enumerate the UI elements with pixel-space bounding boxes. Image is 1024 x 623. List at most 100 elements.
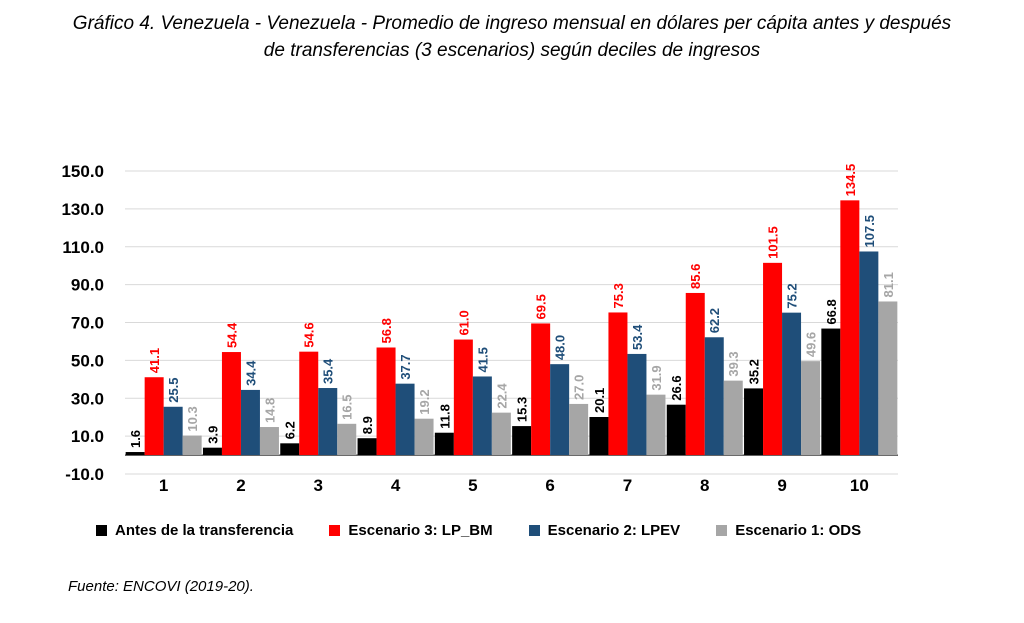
data-label-esc1-1: 10.3 [185,406,200,431]
bar-esc1-10 [878,301,898,456]
bar-esc1-2 [259,427,279,456]
data-label-esc1-6: 27.0 [572,375,587,400]
data-label-esc2-1: 25.5 [166,377,181,402]
bar-antes-2 [202,447,222,456]
legend-swatch-antes [96,525,107,536]
data-label-esc3-10: 134.5 [843,164,858,197]
chart-title: Gráfico 4. Venezuela - Venezuela - Prome… [0,10,1024,64]
y-tick-label-6: 110.0 [62,238,104,257]
legend-label-esc1: Escenario 1: ODS [735,522,862,539]
y-tick-label-1: 10.0 [71,427,104,446]
data-label-esc3-1: 41.1 [147,348,162,373]
y-tick-label-4: 70.0 [71,314,104,333]
data-label-esc1-5: 22.4 [494,383,509,409]
chart-title-line1: Gráfico 4. Venezuela - Venezuela - Prome… [72,13,952,34]
bar-esc2-5 [472,376,492,456]
legend-swatch-esc3 [329,525,341,536]
x-tick-label-3: 3 [314,476,323,495]
data-label-antes-3: 6.2 [283,421,298,439]
data-label-esc2-7: 53.4 [630,324,645,350]
legend-item-esc1: Escenario 1: ODS [716,522,861,539]
bar-esc1-1 [182,435,202,456]
bar-esc3-7 [608,312,628,456]
x-tick-label-9: 9 [777,476,786,495]
bar-esc3-9 [763,262,783,456]
data-label-antes-5: 11.8 [437,404,452,429]
data-label-esc1-10: 81.1 [881,272,896,297]
y-tick-label-2: 30.0 [71,389,104,408]
bar-esc2-10 [859,251,879,456]
bar-esc1-5 [491,412,511,456]
bar-chart: -10.0 10.0 30.0 50.0 70.0 90.0 110.0 130.0 150.0… [61,162,898,495]
bar-antes-9 [744,388,764,456]
bar-antes-4 [357,438,377,456]
x-tick-label-5: 5 [468,476,477,495]
legend-label-esc2: Escenario 2: LPEV [547,522,681,539]
legend-item-esc3: Escenario 3: LP_BM [329,522,493,539]
legend-swatch-esc2 [528,525,540,536]
bar-antes-10 [821,328,841,456]
data-label-esc2-9: 75.2 [785,283,800,308]
data-label-esc3-3: 54.6 [302,322,317,347]
data-label-antes-9: 35.2 [747,359,762,384]
data-label-esc1-9: 49.6 [804,332,819,357]
bar-esc2-8 [704,337,724,456]
chart-legend: Antes de la transferencia Escenario 3: LP… [96,522,861,539]
x-tick-label-2: 2 [236,476,245,495]
bar-esc1-8 [723,380,743,456]
bar-esc3-6 [531,323,551,456]
data-label-esc3-2: 54.4 [224,322,239,348]
bar-antes-5 [434,432,454,456]
bar-esc2-2 [240,389,260,456]
y-tick-label-5: 90.0 [71,276,104,295]
data-label-esc2-3: 35.4 [321,358,336,384]
bar-esc3-4 [376,347,396,456]
x-tick-label-7: 7 [623,476,632,495]
bar-esc2-4 [395,383,415,456]
data-label-esc1-7: 31.9 [649,365,664,390]
data-label-antes-8: 26.6 [669,375,684,400]
bar-esc1-9 [801,361,821,456]
bar-esc1-3 [337,423,357,456]
bar-esc3-1 [144,377,164,456]
bar-esc1-4 [414,418,434,456]
data-label-esc1-4: 19.2 [417,389,432,414]
bar-esc2-3 [318,388,338,456]
data-label-esc1-2: 14.8 [262,398,277,423]
x-tick-label-4: 4 [391,476,401,495]
bar-esc3-2 [221,352,241,456]
bar-antes-8 [666,404,686,456]
bar-esc2-6 [550,364,570,456]
data-label-antes-4: 8.9 [360,416,375,434]
bar-antes-7 [589,416,609,456]
data-label-esc2-10: 107.5 [862,215,877,248]
bar-antes-1 [125,452,145,456]
data-label-esc2-5: 41.5 [475,347,490,372]
data-label-antes-7: 20.1 [592,388,607,413]
legend-label-antes: Antes de la transferencia [115,522,294,539]
bar-esc3-8 [685,292,705,456]
legend-swatch-esc1 [716,525,728,536]
y-tick-label-3: 50.0 [71,351,104,370]
data-label-antes-10: 66.8 [824,299,839,324]
data-label-esc3-6: 69.5 [534,294,549,319]
bar-esc3-3 [299,351,319,456]
data-label-esc2-6: 48.0 [553,335,568,360]
data-label-esc3-5: 61.0 [456,310,471,335]
data-label-esc2-2: 34.4 [243,360,258,386]
bar-antes-3 [280,443,300,456]
x-tick-label-6: 6 [545,476,554,495]
bar-esc2-1 [163,406,183,456]
legend-item-esc2: Escenario 2: LPEV [528,522,681,539]
data-label-esc3-4: 56.8 [379,318,394,343]
data-label-esc1-8: 39.3 [726,351,741,376]
x-tick-label-1: 1 [159,476,168,495]
x-tick-label-8: 8 [700,476,709,495]
data-label-esc3-8: 85.6 [688,264,703,289]
source-note: Fuente: ENCOVI (2019-20). [68,578,254,595]
data-label-antes-1: 1.6 [128,430,143,448]
bar-esc2-7 [627,353,647,456]
data-label-antes-2: 3.9 [205,426,220,444]
bar-esc1-7 [646,394,666,456]
y-tick-label-7: 130.0 [61,200,104,219]
